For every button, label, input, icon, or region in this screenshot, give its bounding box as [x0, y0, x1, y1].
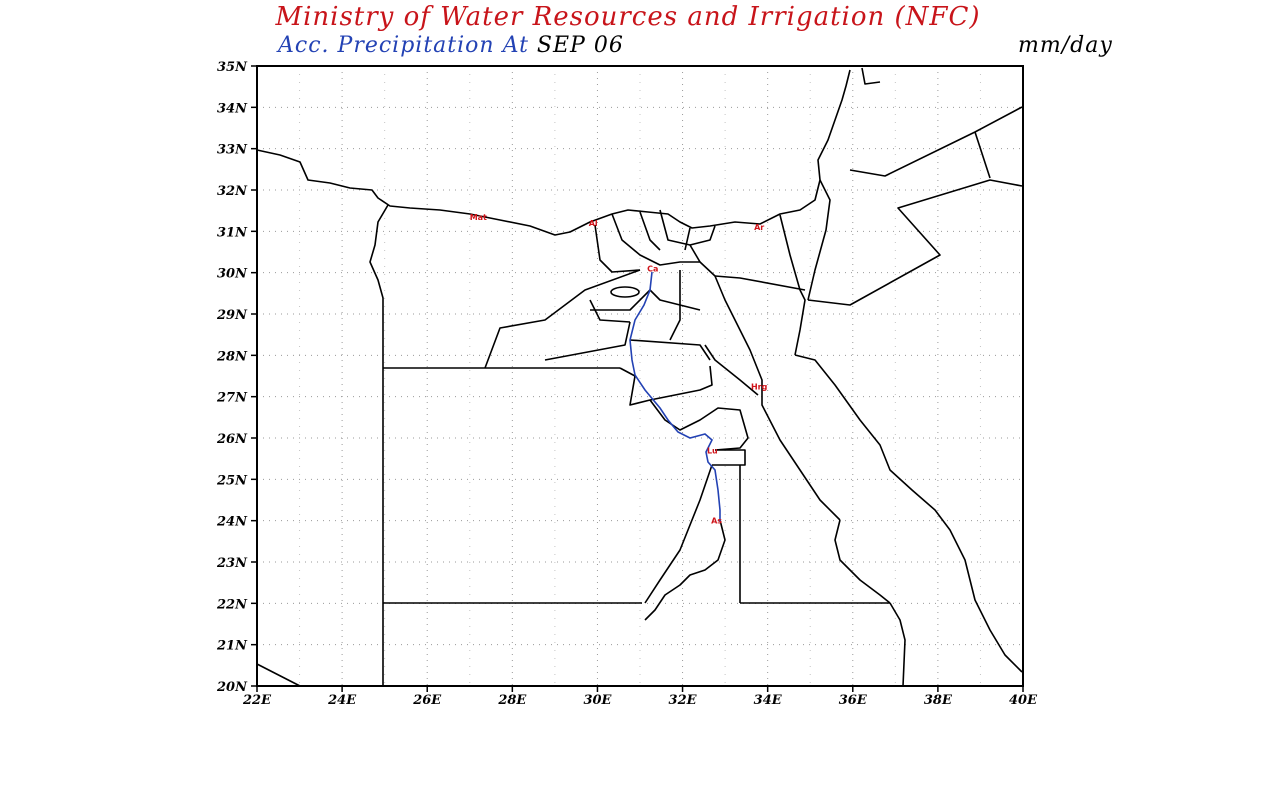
lat-tick-label: 31N [217, 225, 248, 240]
lat-tick-label: 20N [216, 680, 248, 695]
lat-tick-label: 25N [216, 473, 248, 488]
lon-tick-label: 24E [327, 693, 357, 708]
unit-label: mm/day [1018, 33, 1113, 58]
city-label: As [711, 517, 722, 526]
lon-tick-label: 34E [754, 693, 783, 708]
city-markers: Mat Al Ar Ca Hrg Lu As [470, 213, 768, 526]
forecast-date: SEP 06 [536, 33, 624, 58]
lat-tick-label: 22N [216, 597, 248, 612]
city-label: Al [589, 219, 598, 228]
city-label: Ca [647, 265, 658, 274]
map-title: Ministry of Water Resources and Irrigati… [275, 2, 981, 32]
city-label: Ar [754, 223, 764, 232]
lon-tick-label: 26E [412, 693, 442, 708]
lon-tick-label: 38E [924, 693, 953, 708]
lat-tick-label: 33N [217, 143, 248, 158]
lat-tick-label: 27N [216, 391, 248, 406]
lon-tick-label: 40E [1009, 693, 1038, 708]
lat-tick-label: 35N [217, 60, 248, 75]
subtitle-prefix: Acc. Precipitation At [278, 33, 529, 58]
lat-tick-label: 21N [216, 639, 248, 654]
lat-tick-label: 32N [217, 184, 248, 199]
city-label: Lu [707, 446, 718, 455]
lon-tick-label: 22E [242, 693, 272, 708]
lat-tick-label: 26N [216, 432, 248, 447]
map-frame [256, 65, 1024, 687]
longitude-axis: 22E 24E 26E 28E 30E 32E 34E 36E 38E 40E [242, 686, 1038, 708]
nile-river [629, 271, 721, 522]
lat-tick-label: 34N [217, 101, 248, 116]
lon-tick-label: 36E [839, 693, 868, 708]
city-label: Mat [470, 213, 487, 222]
lon-tick-label: 28E [497, 693, 527, 708]
borders [256, 67, 1023, 687]
lat-tick-label: 29N [216, 308, 248, 323]
lon-tick-label: 32E [669, 693, 698, 708]
city-label: Hrg [751, 382, 768, 391]
map-subtitle: Acc. Precipitation At SEP 06 [278, 33, 624, 58]
lat-tick-label: 23N [216, 556, 248, 571]
grid-lines [257, 66, 1023, 686]
lat-tick-label: 30N [217, 267, 248, 282]
latitude-axis: 35N 34N 33N 32N 31N 30N 29N 28N 27N 26N 25N 24N 23N 2… [216, 60, 257, 695]
lat-tick-label: 24N [216, 515, 248, 530]
lat-tick-label: 28N [216, 349, 248, 364]
lon-tick-label: 30E [583, 693, 612, 708]
